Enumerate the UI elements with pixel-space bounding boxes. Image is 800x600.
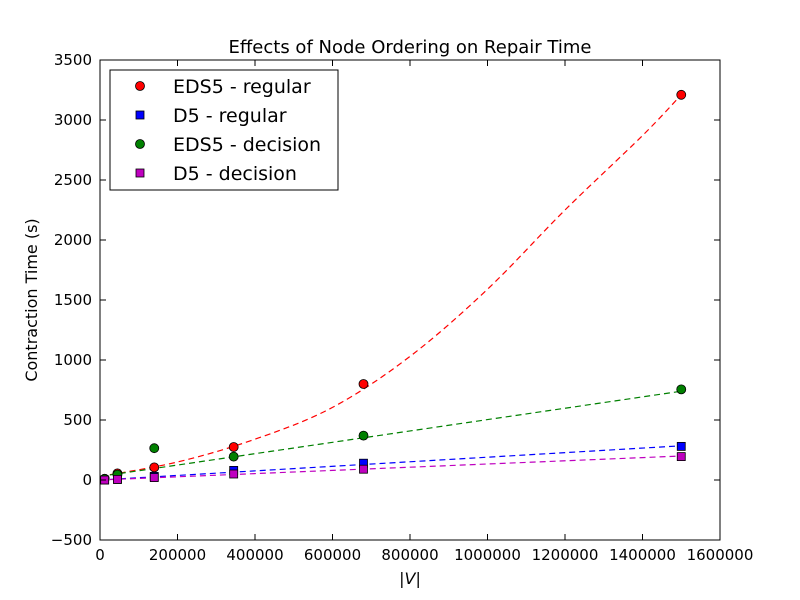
axis-ticks: 0 200000 400000 600000 800000 1000000 1200000 1… [51,51,754,564]
data-point [149,443,160,454]
legend: EDS5 - regular D5 - regular EDS5 - decisio… [109,69,339,191]
fit-lines [99,94,682,481]
legend-marker [135,168,145,178]
y-tick-label: 0 [82,471,92,489]
y-tick-label: −500 [51,531,92,549]
x-tick-label: 1200000 [532,546,599,564]
y-tick-label: 3500 [54,51,92,69]
legend-box [109,69,339,191]
legend-marker [135,139,145,149]
fit-line [99,445,682,481]
chart-title: Effects of Node Ordering on Repair Time [229,37,592,58]
data-point [149,462,160,473]
legend-label: EDS5 - decision [173,134,321,156]
data-point [229,469,239,479]
x-tick-label: 400000 [226,546,283,564]
x-tick-label: 0 [95,546,105,564]
x-tick-label: 1000000 [454,546,521,564]
y-tick-label: 2000 [54,231,92,249]
y-tick-label: 1500 [54,291,92,309]
data-point [149,473,159,483]
data-point [358,430,369,441]
data-point [358,379,369,389]
data-point [359,464,368,474]
legend-marker [135,81,145,91]
fit-line [99,390,682,477]
legend-marker [135,110,145,120]
legend-label: EDS5 - regular [173,76,311,98]
data-point [228,451,239,462]
data-point [113,474,122,484]
fit-line [99,455,682,481]
y-tick-label: 3000 [54,111,92,129]
data-markers [99,89,687,485]
x-tick-label: 800000 [381,546,438,564]
y-axis-label: Contraction Time (s) [22,218,41,381]
y-tick-label: 2500 [54,171,92,189]
x-tick-label: 200000 [149,546,206,564]
x-axis-label: |V| [399,569,421,588]
y-tick-label: 500 [63,411,92,429]
data-point [676,452,686,462]
y-tick-label: 1000 [54,351,92,369]
data-point [676,384,687,395]
x-tick-label: 1600000 [687,546,754,564]
data-point [228,442,239,452]
fit-line [99,94,682,477]
data-point [676,89,687,100]
legend-label: D5 - regular [173,105,287,127]
legend-label: D5 - decision [173,163,297,185]
x-tick-label: 600000 [304,546,361,564]
data-point [676,441,686,451]
x-tick-label: 1400000 [609,546,676,564]
